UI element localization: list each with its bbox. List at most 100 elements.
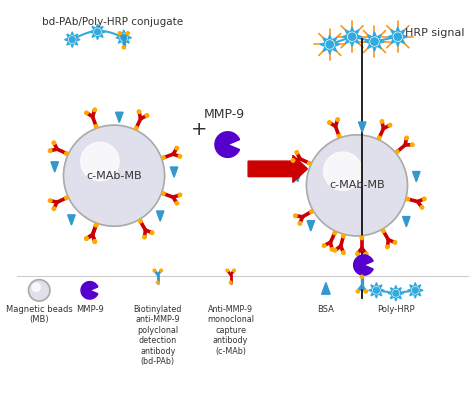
Circle shape xyxy=(143,235,146,239)
Circle shape xyxy=(69,37,75,42)
Circle shape xyxy=(48,149,52,152)
Circle shape xyxy=(328,121,331,124)
Polygon shape xyxy=(321,283,330,294)
Circle shape xyxy=(393,290,399,296)
Circle shape xyxy=(93,240,97,243)
Polygon shape xyxy=(68,215,75,225)
Circle shape xyxy=(360,275,364,278)
Text: Biotinylated
anti-MMP-9
polyclonal
detection
antibody
(bd-PAb): Biotinylated anti-MMP-9 polyclonal detec… xyxy=(134,305,182,366)
Circle shape xyxy=(406,197,410,201)
Circle shape xyxy=(325,40,334,49)
Circle shape xyxy=(388,123,392,127)
Polygon shape xyxy=(90,24,105,40)
Circle shape xyxy=(377,136,381,140)
Circle shape xyxy=(95,29,100,35)
Circle shape xyxy=(348,32,356,41)
Circle shape xyxy=(156,281,159,284)
Polygon shape xyxy=(412,172,420,182)
Circle shape xyxy=(294,214,297,218)
Circle shape xyxy=(342,234,345,238)
Polygon shape xyxy=(402,216,410,227)
Polygon shape xyxy=(116,112,123,122)
Circle shape xyxy=(371,38,378,45)
Circle shape xyxy=(322,244,326,247)
Circle shape xyxy=(160,269,163,272)
Circle shape xyxy=(178,155,182,158)
Polygon shape xyxy=(369,283,384,298)
Circle shape xyxy=(310,210,313,213)
Polygon shape xyxy=(342,27,362,46)
Circle shape xyxy=(121,35,127,40)
Circle shape xyxy=(32,283,40,291)
Circle shape xyxy=(373,287,380,294)
Circle shape xyxy=(135,126,138,130)
Circle shape xyxy=(52,141,55,145)
Polygon shape xyxy=(365,32,384,51)
Circle shape xyxy=(365,252,368,256)
Circle shape xyxy=(422,197,426,200)
Circle shape xyxy=(374,287,379,293)
FancyArrow shape xyxy=(248,155,308,183)
Circle shape xyxy=(145,114,149,117)
Circle shape xyxy=(394,33,401,40)
Circle shape xyxy=(94,223,98,227)
Circle shape xyxy=(348,33,356,40)
Circle shape xyxy=(393,241,397,244)
Circle shape xyxy=(333,249,337,252)
Circle shape xyxy=(126,32,129,35)
Circle shape xyxy=(395,150,399,153)
Circle shape xyxy=(365,290,367,293)
Circle shape xyxy=(175,146,179,150)
Circle shape xyxy=(85,111,88,115)
Circle shape xyxy=(94,125,98,128)
Polygon shape xyxy=(354,255,373,275)
Circle shape xyxy=(229,281,232,284)
Circle shape xyxy=(69,36,76,43)
Circle shape xyxy=(162,156,165,160)
Circle shape xyxy=(386,245,389,249)
Circle shape xyxy=(333,231,337,235)
Polygon shape xyxy=(156,211,164,221)
Text: +: + xyxy=(191,121,208,139)
Polygon shape xyxy=(408,283,423,298)
Polygon shape xyxy=(51,162,58,172)
Circle shape xyxy=(295,151,299,154)
Polygon shape xyxy=(81,281,98,299)
Circle shape xyxy=(81,142,119,181)
Circle shape xyxy=(137,110,141,114)
Circle shape xyxy=(175,202,179,205)
Circle shape xyxy=(420,206,424,209)
Circle shape xyxy=(356,252,359,256)
Circle shape xyxy=(122,46,125,49)
Text: bd-PAb/Poly-HRP conjugate: bd-PAb/Poly-HRP conjugate xyxy=(42,17,182,27)
Circle shape xyxy=(380,120,383,123)
Text: c-MAb-MB: c-MAb-MB xyxy=(86,171,142,181)
Text: MMP-9: MMP-9 xyxy=(76,305,104,314)
Circle shape xyxy=(330,248,334,251)
Circle shape xyxy=(28,279,50,301)
Text: c-MAb-MB: c-MAb-MB xyxy=(329,180,385,191)
Circle shape xyxy=(356,290,359,293)
Circle shape xyxy=(48,199,52,202)
Circle shape xyxy=(93,108,97,112)
Text: Anti-MMP-9
monoclonal
capture
antibody
(c-MAb): Anti-MMP-9 monoclonal capture antibody (… xyxy=(207,305,254,355)
Circle shape xyxy=(298,222,301,225)
Circle shape xyxy=(52,207,55,210)
Circle shape xyxy=(94,223,98,227)
Circle shape xyxy=(93,240,97,243)
Text: BSA: BSA xyxy=(318,305,334,314)
Text: MMP-9: MMP-9 xyxy=(203,108,245,121)
Polygon shape xyxy=(307,221,315,231)
Polygon shape xyxy=(116,30,132,45)
Circle shape xyxy=(162,192,165,195)
Circle shape xyxy=(94,28,101,35)
Circle shape xyxy=(392,290,399,297)
Circle shape xyxy=(292,159,295,162)
Circle shape xyxy=(226,269,228,272)
Circle shape xyxy=(307,135,408,236)
Circle shape xyxy=(412,287,418,293)
Circle shape xyxy=(178,193,182,197)
Circle shape xyxy=(405,136,409,140)
Circle shape xyxy=(118,32,121,35)
Polygon shape xyxy=(215,132,239,157)
